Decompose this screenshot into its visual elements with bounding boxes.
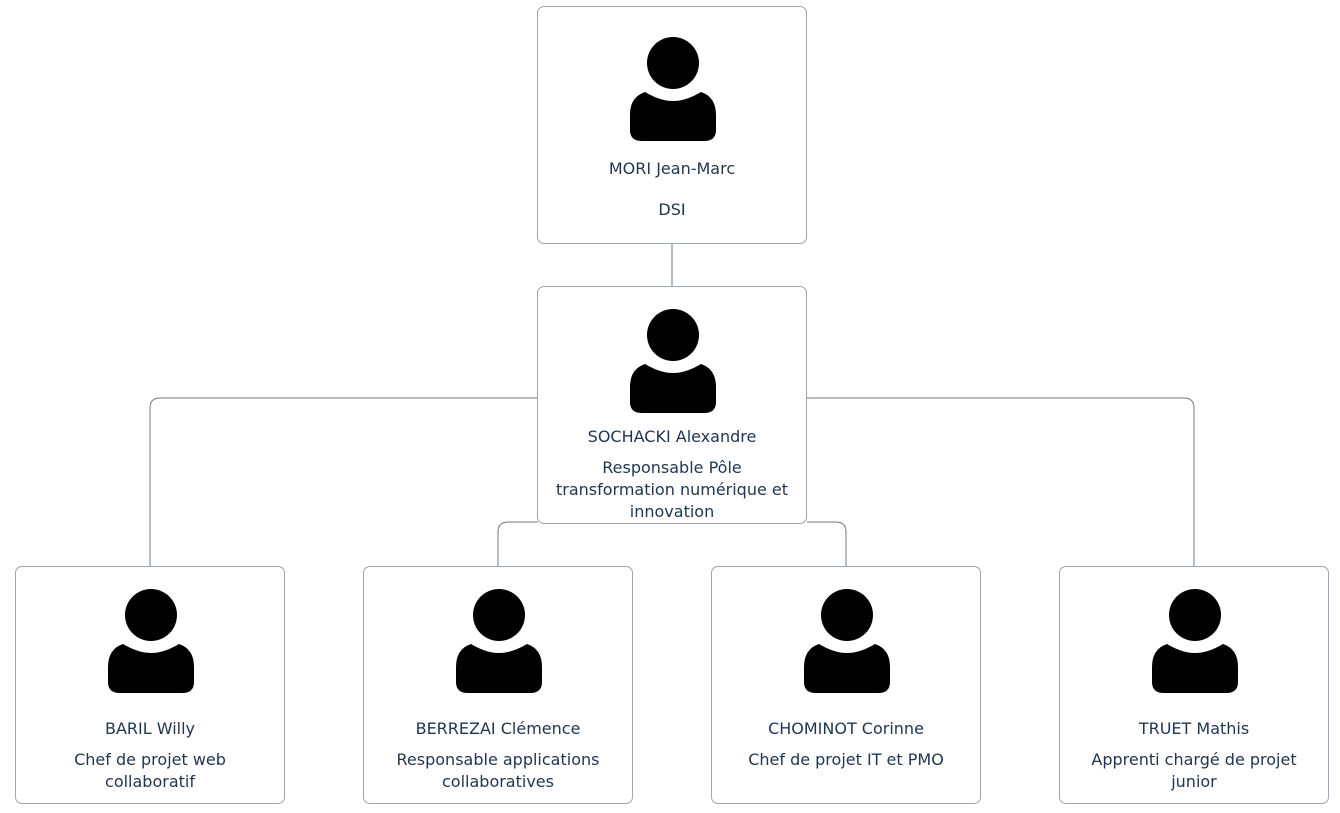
person-name: SOCHACKI Alexandre — [587, 427, 757, 446]
person-role: DSI — [658, 200, 686, 219]
person-avatar-icon — [804, 589, 890, 693]
org-card-baril[interactable]: BARIL Willy Chef de projet web collabora… — [15, 566, 285, 804]
connector-sochacki-truet — [807, 397, 1195, 567]
org-card-truet[interactable]: TRUET Mathis Apprenti chargé de projet j… — [1059, 566, 1329, 804]
org-card-berrezai[interactable]: BERREZAI Clémence Responsable applicatio… — [363, 566, 633, 804]
connector-sochacki-baril — [149, 397, 538, 567]
connector-sochacki-berrezai — [497, 521, 538, 567]
person-role: Chef de projet IT et PMO — [748, 750, 944, 769]
person-avatar-icon — [1152, 589, 1238, 693]
person-name: MORI Jean-Marc — [608, 159, 736, 178]
org-card-chominot[interactable]: CHOMINOT Corinne Chef de projet IT et PM… — [711, 566, 981, 804]
person-role: Chef de projet web collaboratif — [74, 750, 226, 791]
org-card-sochacki[interactable]: SOCHACKI Alexandre Responsable Pôle tran… — [537, 286, 807, 524]
person-name: CHOMINOT Corinne — [768, 719, 924, 738]
person-avatar-icon — [108, 589, 194, 693]
person-avatar-icon — [630, 309, 716, 413]
org-card-mori[interactable]: MORI Jean-Marc DSI — [537, 6, 807, 244]
person-name: TRUET Mathis — [1138, 719, 1250, 738]
person-name: BERREZAI Clémence — [415, 719, 581, 738]
person-role: Apprenti chargé de projet junior — [1091, 750, 1297, 791]
person-avatar-icon — [630, 37, 716, 141]
person-name: BARIL Willy — [104, 719, 196, 738]
connector-sochacki-chominot — [807, 521, 847, 567]
person-role: Responsable Pôle transformation numériqu… — [555, 458, 789, 521]
person-avatar-icon — [456, 589, 542, 693]
person-role: Responsable applications collaboratives — [396, 750, 600, 791]
